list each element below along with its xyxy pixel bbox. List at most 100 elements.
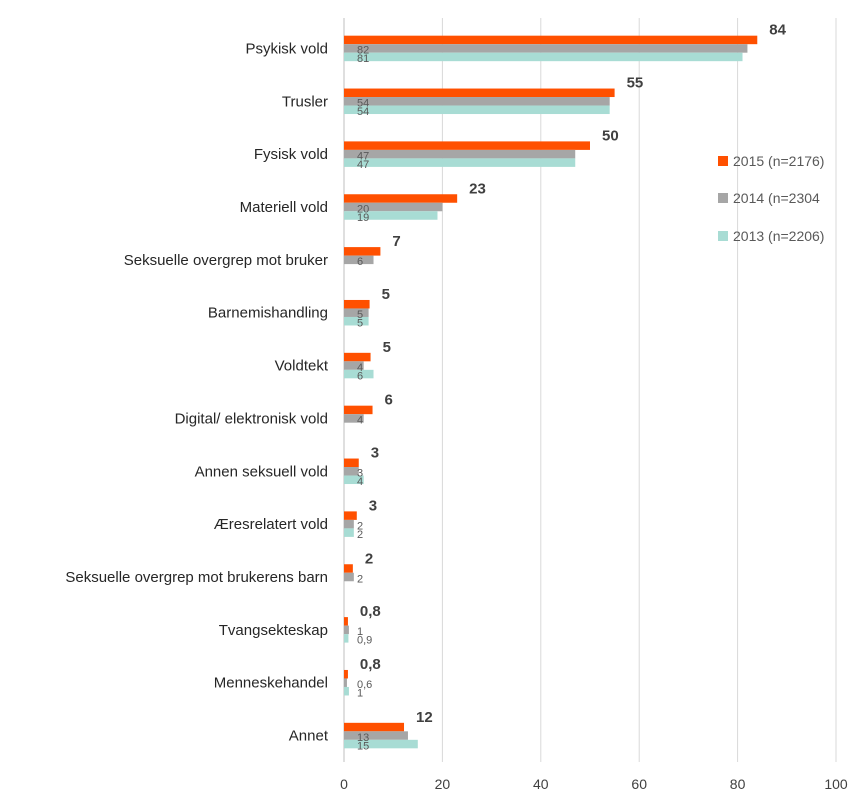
category-label-digital-elektronisk-vold: Digital/ elektronisk vold xyxy=(175,410,328,427)
data-label-2013-n-2206: 5 xyxy=(357,317,363,329)
legend: 2015 (n=2176) 2014 (n=2304 2013 (n=2206) xyxy=(718,153,824,244)
legend-swatch-2014-n-2304 xyxy=(718,193,728,203)
category-label-tvangsekteskap: Tvangsekteskap xyxy=(219,622,328,639)
category-labels: Psykisk vold Trusler Fysisk vold Materiell … xyxy=(65,40,328,744)
category-label-annet: Annet xyxy=(289,728,329,745)
data-label-2015: 3 xyxy=(371,445,379,462)
data-label-2015: 5 xyxy=(382,286,390,303)
bar-2013-n-2206-psykisk-vold xyxy=(344,52,743,62)
bar-2013-n-2206-annen-seksuell-vold xyxy=(344,475,364,485)
bars xyxy=(344,35,758,749)
x-tick-label: 40 xyxy=(533,776,549,792)
bar-2015-n-2176-barnemishandling xyxy=(344,299,370,309)
bar-2014-n-2304-tvangsekteskap xyxy=(344,625,349,635)
data-label-2013-n-2206: 1 xyxy=(357,687,363,699)
data-label-2015: 84 xyxy=(769,22,786,39)
bar-2014-n-2304-annen-seksuell-vold xyxy=(344,467,359,476)
data-label-2015: 0,8 xyxy=(360,656,381,673)
bar-2013-n-2206-trusler xyxy=(344,105,610,115)
bar-2013-n-2206-materiell-vold xyxy=(344,211,438,220)
data-label-2013-n-2206: 0,9 xyxy=(357,635,372,647)
bar-2014-n-2304-psykisk-vold xyxy=(344,44,748,53)
bar-2014-n-2304-barnemishandling xyxy=(344,308,369,317)
bar-2015-n-2176-voldtekt xyxy=(344,352,371,362)
bar-2014-n-2304-voldtekt xyxy=(344,361,364,370)
data-label-2014-n-2304: 2 xyxy=(357,573,363,585)
bar-2015-n-2176-seksuelle-overgrep-mot-brukerens-barn xyxy=(344,564,353,573)
category-label-menneskehandel: Menneskehandel xyxy=(214,675,328,692)
bar-2014-n-2304-materiell-vold xyxy=(344,202,443,212)
bar-2015-n-2176-menneskehandel xyxy=(344,669,348,679)
bar-2015-n-2176-annen-seksuell-vold xyxy=(344,458,359,468)
bar-2014-n-2304-resrelatert-vold xyxy=(344,519,354,529)
data-label-2015: 2 xyxy=(365,550,373,567)
bar-2015-n-2176-annet xyxy=(344,722,405,732)
x-tick-label: 60 xyxy=(631,776,647,792)
category-label-resrelatert-vold: Æresrelatert vold xyxy=(214,516,328,533)
legend-swatch-2015-n-2176 xyxy=(718,156,728,166)
data-label-2013-n-2206: 4 xyxy=(357,476,363,488)
data-label-2014-n-2304: 0,6 xyxy=(357,679,372,691)
category-label-fysisk-vold: Fysisk vold xyxy=(254,146,328,163)
bar-2013-n-2206-annet xyxy=(344,739,418,749)
data-label-2015: 5 xyxy=(383,339,391,356)
data-label-2013-n-2206: 19 xyxy=(357,212,369,224)
bar-2014-n-2304-annet xyxy=(344,731,408,740)
bar-2015-n-2176-seksuelle-overgrep-mot-bruker xyxy=(344,247,381,256)
data-label-2013-n-2206: 81 xyxy=(357,53,369,65)
bar-2013-n-2206-barnemishandling xyxy=(344,316,369,326)
category-label-seksuelle-overgrep-mot-brukerens-barn: Seksuelle overgrep mot brukerens barn xyxy=(65,569,328,586)
data-label-2015: 55 xyxy=(627,75,644,92)
data-labels: 8482815554545047472320197655554664334322… xyxy=(357,22,787,753)
data-label-2015: 6 xyxy=(385,392,393,409)
bar-2014-n-2304-fysisk-vold xyxy=(344,149,576,159)
data-label-2014-n-2304: 3 xyxy=(357,468,363,480)
data-label-2015: 12 xyxy=(416,709,433,726)
category-label-seksuelle-overgrep-mot-bruker: Seksuelle overgrep mot bruker xyxy=(124,252,328,269)
data-label-2015: 23 xyxy=(469,180,486,197)
bar-2013-n-2206-fysisk-vold xyxy=(344,158,576,167)
legend-label-2015-n-2176: 2015 (n=2176) xyxy=(733,153,824,169)
x-tick-label: 100 xyxy=(824,776,848,792)
bar-2014-n-2304-trusler xyxy=(344,97,610,106)
bar-2014-n-2304-seksuelle-overgrep-mot-bruker xyxy=(344,255,374,265)
bar-2015-n-2176-resrelatert-vold xyxy=(344,511,357,520)
bar-2015-n-2176-digital-elektronisk-vold xyxy=(344,405,373,415)
data-label-2013-n-2206: 54 xyxy=(357,106,369,118)
gridlines xyxy=(343,18,837,762)
data-label-2014-n-2304: 5 xyxy=(357,309,363,321)
data-label-2013-n-2206: 47 xyxy=(357,159,369,171)
data-label-2014-n-2304: 6 xyxy=(357,256,363,268)
data-label-2013-n-2206: 6 xyxy=(357,370,363,382)
x-tick-label: 80 xyxy=(730,776,746,792)
data-label-2014-n-2304: 2 xyxy=(357,520,363,532)
legend-swatch-2013-n-2206 xyxy=(718,231,728,241)
bar-2013-n-2206-menneskehandel xyxy=(344,686,349,696)
data-label-2014-n-2304: 82 xyxy=(357,45,369,57)
category-label-voldtekt: Voldtekt xyxy=(275,358,329,375)
data-label-2015: 3 xyxy=(369,497,377,514)
data-label-2014-n-2304: 20 xyxy=(357,203,369,215)
x-tick-label: 20 xyxy=(435,776,451,792)
x-axis-tick-labels: 0 20 40 60 80 100 xyxy=(340,776,848,792)
data-label-2015: 50 xyxy=(602,127,619,144)
legend-label-2014-n-2304: 2014 (n=2304 xyxy=(733,190,820,206)
bar-2013-n-2206-tvangsekteskap xyxy=(344,634,349,643)
bar-2015-n-2176-materiell-vold xyxy=(344,194,458,203)
category-label-barnemishandling: Barnemishandling xyxy=(208,305,328,322)
bar-2015-n-2176-fysisk-vold xyxy=(344,141,590,150)
bar-2014-n-2304-seksuelle-overgrep-mot-brukerens-barn xyxy=(344,572,354,582)
bar-2015-n-2176-psykisk-vold xyxy=(344,35,758,45)
data-label-2015: 0,8 xyxy=(360,603,381,620)
x-tick-label: 0 xyxy=(340,776,348,792)
data-label-2014-n-2304: 47 xyxy=(357,150,369,162)
bar-2013-n-2206-voldtekt xyxy=(344,369,374,379)
bar-2014-n-2304-menneskehandel xyxy=(344,678,347,687)
category-label-annen-seksuell-vold: Annen seksuell vold xyxy=(195,463,328,480)
legend-label-2013-n-2206: 2013 (n=2206) xyxy=(733,228,824,244)
data-label-2014-n-2304: 13 xyxy=(357,732,369,744)
data-label-2013-n-2206: 2 xyxy=(357,529,363,541)
bar-2013-n-2206-resrelatert-vold xyxy=(344,528,354,537)
data-label-2014-n-2304: 1 xyxy=(357,626,363,638)
